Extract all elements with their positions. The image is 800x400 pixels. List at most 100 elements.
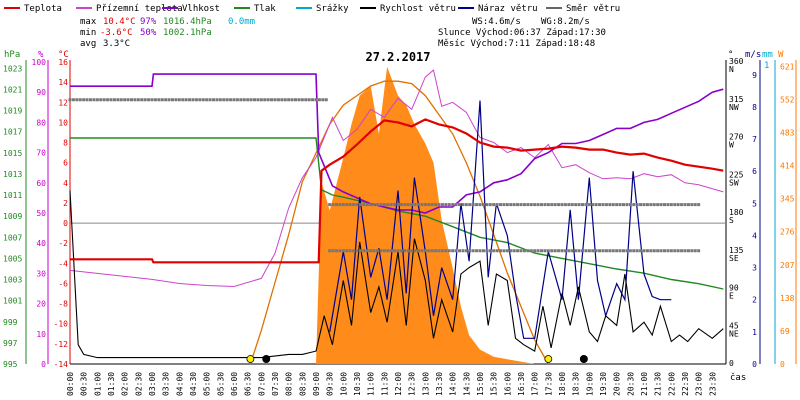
wind-direction-dot bbox=[563, 203, 567, 207]
wind-direction-dot bbox=[362, 249, 366, 253]
time-tick: 06:30 bbox=[244, 372, 253, 396]
wind-direction-dot bbox=[618, 203, 622, 207]
wind-direction-dot bbox=[533, 203, 537, 207]
wind-direction-dot bbox=[283, 98, 287, 102]
time-tick: 13:30 bbox=[435, 372, 444, 396]
wind-direction-dot bbox=[666, 249, 670, 253]
wind-direction-dot bbox=[632, 203, 636, 207]
deg-tick: 90 bbox=[729, 284, 739, 293]
wind-direction-dot bbox=[495, 203, 499, 207]
wind-direction-dot bbox=[434, 203, 438, 207]
legend: Teplota Přízemní teplota Vlhkost Tlak Srážky… bbox=[4, 4, 620, 14]
time-tick: 23:00 bbox=[695, 372, 704, 396]
wind-direction-dot bbox=[485, 203, 489, 207]
temp-tick: -12 bbox=[54, 340, 69, 349]
wind-direction-dot bbox=[673, 249, 677, 253]
temp-unit: °C bbox=[58, 50, 69, 60]
wind-direction-dot bbox=[505, 249, 509, 253]
wind-direction-dot bbox=[680, 203, 684, 207]
wind-direction-dot bbox=[365, 249, 369, 253]
stat-ws: WS:4.6m/s bbox=[472, 17, 521, 27]
wind-direction-dot bbox=[420, 203, 424, 207]
wind-direction-dot bbox=[348, 203, 352, 207]
wind-direction-dot bbox=[673, 203, 677, 207]
time-tick: 19:00 bbox=[585, 372, 594, 396]
wind-direction-dot bbox=[522, 203, 526, 207]
pct-tick: 100 bbox=[32, 58, 47, 67]
wind-direction-dot bbox=[611, 249, 615, 253]
wind-direction-dot bbox=[536, 203, 540, 207]
wind-direction-dot bbox=[133, 98, 137, 102]
hpa-tick: 997 bbox=[3, 339, 18, 348]
wind-direction-dot bbox=[358, 249, 362, 253]
chart-title: 27.2.2017 bbox=[365, 50, 430, 64]
pct-tick: 50 bbox=[36, 209, 46, 218]
time-tick: 03:30 bbox=[162, 372, 171, 396]
wind-direction-dot bbox=[335, 203, 338, 207]
time-tick: 12:30 bbox=[408, 372, 417, 396]
humidity-line bbox=[70, 73, 724, 214]
wind-direction-dot bbox=[475, 203, 479, 207]
wind-direction-dot bbox=[611, 203, 615, 207]
pct-tick: 10 bbox=[36, 330, 46, 339]
wind-direction-dot bbox=[649, 203, 653, 207]
wind-direction-dot bbox=[396, 203, 400, 207]
wind-direction-dot bbox=[546, 249, 550, 253]
wind-direction-dot bbox=[451, 203, 455, 207]
time-tick: 12:00 bbox=[394, 372, 403, 396]
wind-direction-dot bbox=[99, 98, 103, 102]
wind-direction-dot bbox=[447, 203, 451, 207]
temp-tick: -8 bbox=[58, 300, 68, 309]
wind-direction-dot bbox=[328, 203, 332, 207]
time-tick: 14:30 bbox=[462, 372, 471, 396]
wind-direction-dot bbox=[317, 98, 321, 102]
wind-direction-dot bbox=[389, 249, 393, 253]
wind-direction-dot bbox=[686, 203, 690, 207]
solar-theoretical-line bbox=[249, 80, 549, 365]
wind-direction-dot bbox=[693, 249, 697, 253]
wind-direction-dot bbox=[656, 203, 660, 207]
wind-direction-dot bbox=[276, 98, 280, 102]
wind-direction-dot bbox=[516, 203, 520, 207]
wind-direction-dot bbox=[686, 249, 690, 253]
wind-direction-dot bbox=[116, 98, 120, 102]
wind-direction-dot bbox=[198, 98, 202, 102]
w-tick: 621 bbox=[780, 62, 795, 71]
wind-direction-dot bbox=[475, 249, 479, 253]
pct-tick: 60 bbox=[36, 179, 46, 188]
time-tick: 06:00 bbox=[230, 372, 239, 396]
dir-tick: NE bbox=[729, 329, 739, 338]
wind-direction-dot bbox=[270, 98, 274, 102]
legend-label: Rychlost větru bbox=[380, 4, 456, 14]
stat-moon: Měsíc Východ:7:11 Západ:18:48 bbox=[438, 39, 595, 49]
wind-direction-dot bbox=[437, 203, 441, 207]
axis-ticks: 1023102110191017101510131011100910071005… bbox=[3, 57, 795, 396]
wind-direction-dot bbox=[280, 98, 284, 102]
pct-tick: 70 bbox=[36, 149, 46, 158]
stat-min-hum: 50% bbox=[140, 28, 157, 38]
wind-direction-dot bbox=[652, 203, 656, 207]
wind-direction-dot bbox=[574, 249, 578, 253]
wind-direction-dot bbox=[577, 249, 581, 253]
sunset-marker bbox=[544, 355, 553, 363]
wind-direction-dot bbox=[509, 203, 513, 207]
wind-direction-dot bbox=[663, 203, 666, 207]
ms-unit: m/s bbox=[745, 50, 761, 60]
wind-direction-dot bbox=[328, 249, 332, 253]
legend-label: Přízemní teplota bbox=[96, 4, 183, 14]
time-tick: 11:00 bbox=[367, 372, 376, 396]
wind-direction-dot bbox=[406, 249, 410, 253]
deg-tick: 315 bbox=[729, 95, 744, 104]
ground-temp-line bbox=[69, 69, 724, 288]
wind-direction-dot bbox=[557, 203, 561, 207]
wind-direction-dot bbox=[358, 203, 362, 207]
wind-direction-dot bbox=[642, 203, 646, 207]
wind-direction-dot bbox=[215, 98, 219, 102]
wind-direction-dot bbox=[379, 249, 383, 253]
wind-direction-dot bbox=[123, 98, 127, 102]
wind-direction-dot bbox=[440, 249, 444, 253]
wind-direction-dot bbox=[171, 98, 174, 102]
wind-direction-dot bbox=[471, 203, 475, 207]
wind-direction-dot bbox=[669, 249, 673, 253]
wind-direction-dot bbox=[229, 98, 233, 102]
